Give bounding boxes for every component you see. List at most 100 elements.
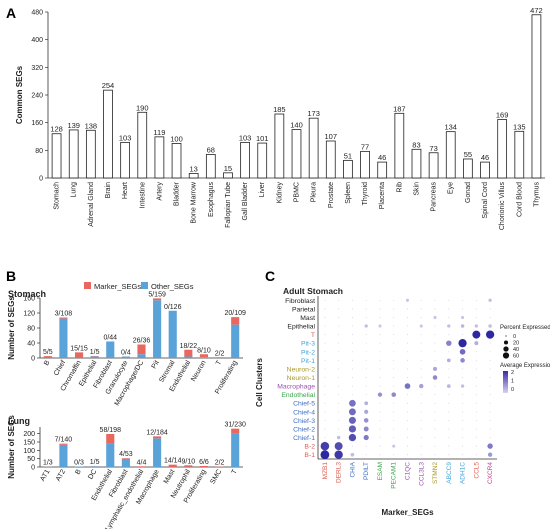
dot-speck	[489, 419, 491, 421]
dot-speck	[420, 394, 422, 396]
dot-speck	[351, 342, 353, 344]
dot-speck	[489, 437, 491, 439]
dot-speck	[489, 385, 491, 387]
dot-speck	[338, 394, 340, 396]
x-tick-label-a: Kidney	[276, 182, 283, 204]
dot-speck	[324, 402, 326, 404]
dot-speck	[407, 419, 408, 421]
dot-speck	[462, 299, 464, 301]
x-tick-label: DC	[87, 469, 98, 481]
dot-speck	[351, 445, 353, 447]
marker-segs-bar	[153, 298, 162, 301]
dot-speck	[448, 368, 450, 370]
dot-speck	[489, 316, 491, 318]
y-axis-title-a: Common SEGs	[15, 65, 24, 124]
dot-speck	[379, 308, 381, 310]
gene-label: PECAM1	[391, 462, 398, 489]
dot-speck	[462, 308, 464, 310]
dot-speck	[379, 299, 381, 301]
dot-speck	[324, 419, 326, 421]
x-axis-title-c: Marker_SEGs	[381, 508, 434, 517]
dot-speck	[489, 428, 491, 430]
bar-count-label: 18/22	[180, 343, 198, 350]
bar-a	[411, 148, 422, 179]
dot-speck	[475, 385, 477, 387]
bar-value-label-a: 173	[307, 109, 320, 118]
bar-a	[308, 117, 319, 179]
dot-speck	[324, 334, 326, 336]
expression-dot	[474, 341, 479, 346]
avg-legend-bar	[503, 371, 508, 393]
dot-speck	[324, 342, 326, 344]
chart-title-c: Adult Stomach	[283, 286, 343, 296]
bar-a	[325, 140, 336, 179]
dot-speck	[462, 402, 464, 404]
expression-dot	[474, 324, 479, 328]
dot-speck	[379, 334, 381, 336]
dot-speck	[462, 377, 464, 378]
dot-speck	[365, 385, 367, 387]
pct-legend-label: 40	[513, 347, 519, 353]
pct-legend-label: 60	[513, 354, 519, 360]
y-axis-title-c: Cell Clusters	[255, 357, 264, 406]
expression-dot	[458, 339, 467, 348]
other-segs-bar	[90, 466, 99, 467]
bar-value-label-a: 472	[530, 6, 543, 15]
y-tick-label: 120	[23, 311, 35, 318]
dot-speck	[324, 385, 326, 387]
bar-a	[428, 152, 439, 179]
expression-dot	[460, 384, 465, 388]
marker-segs-bar	[106, 434, 115, 444]
cluster-label: B-1	[304, 452, 315, 459]
dot-speck	[420, 428, 422, 430]
bar-a	[51, 133, 62, 179]
bar-value-label-a: 134	[444, 123, 457, 132]
dot-speck	[462, 334, 464, 336]
marker-segs-bar	[231, 317, 240, 325]
x-tick-label-a: Esophagus	[208, 182, 215, 218]
x-tick-label-a: Fallopian Tube	[225, 182, 232, 228]
bar-value-label-a: 15	[224, 164, 232, 173]
expression-dot	[364, 324, 368, 328]
x-tick-label-a: PBMC	[294, 182, 301, 202]
y-axis-title: Number of SEGs	[7, 296, 16, 360]
cluster-label: Mast	[300, 315, 315, 322]
dot-speck	[379, 316, 381, 318]
bar-value-label-a: 119	[153, 128, 165, 137]
x-tick-label: SMC	[209, 469, 223, 486]
dot-speck	[365, 377, 367, 378]
dot-speck	[475, 359, 477, 361]
bar-a	[120, 141, 130, 179]
dot-speck	[420, 402, 422, 404]
dot-speck	[407, 428, 408, 430]
dot-speck	[393, 377, 395, 378]
pct-legend-dot	[503, 340, 509, 345]
dot-speck	[407, 316, 408, 318]
dot-speck	[351, 351, 353, 353]
dot-speck	[365, 299, 367, 301]
dot-speck	[420, 351, 422, 353]
bar-value-label-a: 77	[361, 142, 369, 151]
dot-speck	[338, 359, 340, 361]
gene-label: ABCC9	[446, 462, 453, 484]
dot-speck	[475, 411, 477, 413]
legend-swatch-other	[141, 282, 148, 289]
x-tick-label-a: Adrenal Gland	[88, 182, 95, 227]
cluster-label: Chief-2	[293, 426, 315, 433]
dot-speck	[393, 342, 395, 344]
y-tick-label: 200	[23, 431, 35, 438]
other-segs-bar	[59, 444, 68, 467]
dot-speck	[365, 359, 367, 361]
pct-legend-dot	[505, 335, 507, 337]
cluster-label: Pit-1	[301, 358, 315, 365]
x-tick-label-a: Bladder	[174, 181, 181, 206]
dot-speck	[365, 454, 367, 456]
dot-speck	[420, 334, 422, 336]
dot-speck	[407, 308, 408, 310]
bar-value-label-a: 187	[393, 104, 406, 113]
dot-speck	[365, 308, 367, 310]
expression-dot	[334, 450, 343, 459]
dot-speck	[420, 342, 422, 344]
x-tick-label-a: Eye	[448, 182, 455, 194]
dot-speck	[393, 308, 395, 310]
